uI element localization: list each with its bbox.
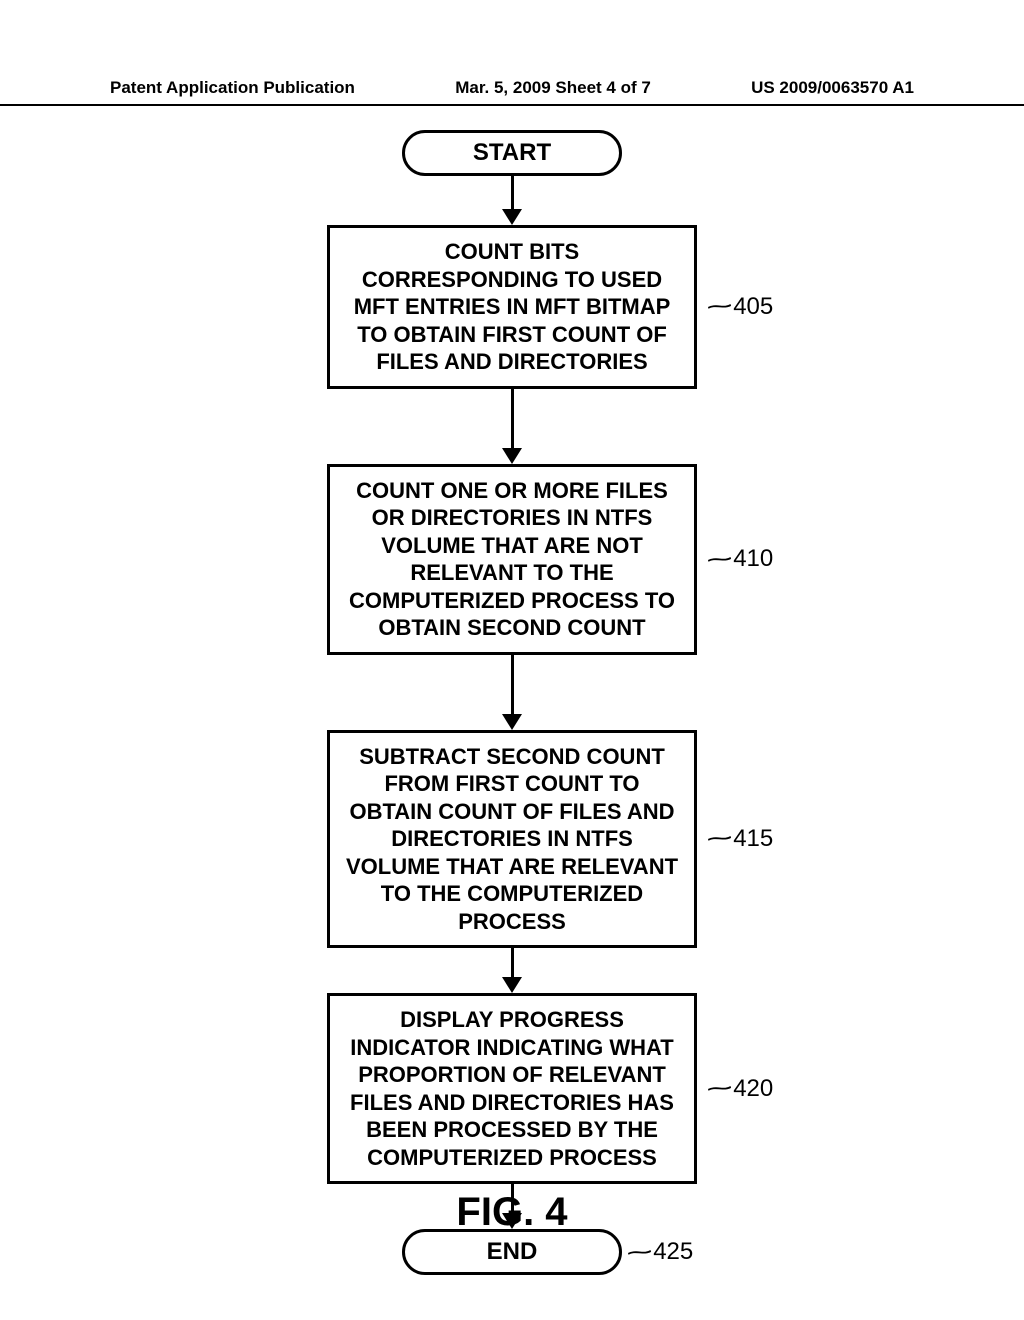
- node-420: DISPLAY PROGRESS INDICATOR INDICATING WH…: [327, 993, 697, 1184]
- ref-405: ~ 405: [712, 291, 773, 322]
- ref-415-label: 415: [733, 825, 773, 853]
- edge-410-415: [502, 655, 522, 730]
- ref-410: ~ 410: [712, 544, 773, 575]
- node-end-row: END ~ 425: [0, 1229, 1024, 1275]
- figure-label: FIG. 4: [0, 1190, 1024, 1235]
- ref-420-label: 420: [733, 1075, 773, 1103]
- node-end: END: [402, 1229, 622, 1275]
- node-405-row: COUNT BITS CORRESPONDING TO USED MFT ENT…: [0, 225, 1024, 389]
- arrow-head-icon: [502, 448, 522, 464]
- node-start: START: [402, 130, 622, 176]
- edge-415-420: [502, 948, 522, 993]
- flowchart: START COUNT BITS CORRESPONDING TO USED M…: [0, 130, 1024, 1275]
- ref-420: ~ 420: [712, 1073, 773, 1104]
- node-415-row: SUBTRACT SECOND COUNT FROM FIRST COUNT T…: [0, 730, 1024, 949]
- header-center: Mar. 5, 2009 Sheet 4 of 7: [455, 78, 651, 98]
- arrow-shaft: [511, 389, 514, 449]
- header-right: US 2009/0063570 A1: [751, 78, 914, 98]
- node-410: COUNT ONE OR MORE FILES OR DIRECTORIES I…: [327, 464, 697, 655]
- edge-405-410: [502, 389, 522, 464]
- header-left: Patent Application Publication: [110, 78, 355, 98]
- patent-header: Patent Application Publication Mar. 5, 2…: [0, 78, 1024, 106]
- node-410-row: COUNT ONE OR MORE FILES OR DIRECTORIES I…: [0, 464, 1024, 655]
- arrow-shaft: [511, 176, 514, 210]
- ref-410-label: 410: [733, 545, 773, 573]
- arrow-head-icon: [502, 714, 522, 730]
- node-420-row: DISPLAY PROGRESS INDICATOR INDICATING WH…: [0, 993, 1024, 1184]
- ref-425: ~ 425: [632, 1237, 693, 1268]
- node-405: COUNT BITS CORRESPONDING TO USED MFT ENT…: [327, 225, 697, 389]
- node-415: SUBTRACT SECOND COUNT FROM FIRST COUNT T…: [327, 730, 697, 949]
- arrow-shaft: [511, 948, 514, 978]
- ref-425-label: 425: [653, 1238, 693, 1266]
- ref-415: ~ 415: [712, 823, 773, 854]
- edge-start-405: [502, 176, 522, 225]
- arrow-shaft: [511, 655, 514, 715]
- ref-405-label: 405: [733, 293, 773, 321]
- arrow-head-icon: [502, 977, 522, 993]
- arrow-head-icon: [502, 209, 522, 225]
- node-start-row: START: [0, 130, 1024, 176]
